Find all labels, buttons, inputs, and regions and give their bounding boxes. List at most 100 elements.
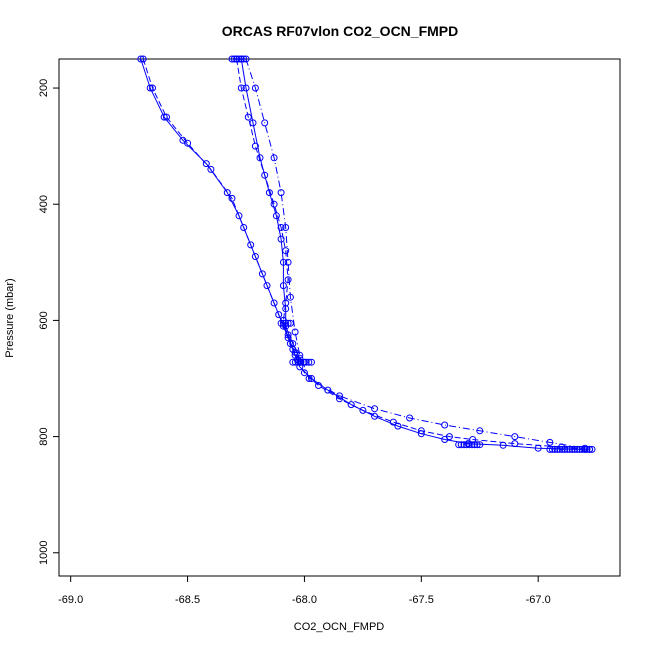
series-2-point-3 [163,113,170,121]
series-2-point-20 [445,433,453,441]
x-axis-label: CO2_OCN_FMPD [294,621,385,633]
series-2-point-22 [511,440,519,448]
series-2-point-19 [417,427,425,435]
series-2-point-5 [207,165,215,173]
series-3-point-5 [265,189,273,197]
series-4-point-7 [277,224,285,231]
cluster-2-point-1 [289,358,297,366]
series-1-line [140,58,585,450]
series-5-point-8 [286,293,294,301]
series-5-point-1 [242,55,250,63]
series-3-line [240,58,305,363]
series-2-point-14 [300,369,308,377]
series-4-point-8 [282,247,290,255]
cluster-1-point-4 [235,55,243,63]
series-5-point-4 [270,154,278,162]
series-5-point-9 [291,328,299,336]
cluster-5-point-8 [563,445,571,453]
cluster-2-point-6 [302,358,310,366]
y-tick-label-2: 400 [38,195,50,213]
series-4-point-3 [244,113,252,121]
cluster-2-point-2 [291,358,299,366]
series-1-point-9 [258,270,266,278]
x-tick-label-3: -68.0 [292,594,317,606]
cluster-4-point-5 [465,441,473,449]
y-tick-label-4: 800 [38,427,50,445]
series-3-point-12 [289,340,297,348]
cluster-3-point-4 [284,319,292,327]
cluster-4-point-4 [463,441,471,449]
axes: -69.0 -68.5 -68.0 -67.5 -67.0 200 400 600 800 100… [38,79,551,606]
series-2-point-18 [389,418,397,426]
cluster-4-point-1 [455,441,463,449]
series-4-point-4 [251,142,259,150]
chart-title: ORCAS RF07vlon CO2_OCN_FMPD [222,23,458,39]
cluster-5-point-4 [553,445,561,453]
cluster-5-point-10 [568,445,576,453]
series-5-point-18 [546,438,554,446]
series-3-point-2 [242,84,250,92]
series-5-point-10 [296,351,304,359]
x-tick-label-4: -67.5 [409,594,434,606]
cluster-2-point-7 [305,358,313,366]
series-5-point-11 [305,375,313,382]
cluster-1-point-6 [240,55,248,63]
cluster-1-point-1 [228,55,236,63]
cluster-5-point-6 [558,445,566,453]
series-1-point-6 [223,189,231,197]
series-5-point-3 [261,119,269,127]
x-tick-label-2: -68.5 [175,594,200,606]
cluster-5-point-18 [588,445,596,453]
cluster-5-point-17 [586,445,593,453]
y-axis-label: Pressure (mbar) [4,278,16,357]
cluster-5-point-14 [578,445,586,453]
series-5-point-16 [476,427,484,435]
y-tick-label-1: 200 [38,79,50,97]
series-2-line [142,58,590,450]
series-2-point-10 [275,311,283,319]
cluster-5-point-2 [548,445,556,453]
series-1-point-10 [270,299,278,307]
series-4-line [236,58,301,363]
series-5-point-14 [406,414,414,422]
cluster-2-point-3 [294,358,302,366]
series-2-point-4 [184,139,192,147]
cluster-5-point-1 [546,445,554,453]
x-tick-label-1: -69.0 [58,594,83,606]
cluster-4-point-7 [471,441,478,449]
series-2-point-6 [228,194,236,202]
series-1-point-22 [464,440,472,448]
series-4-point-5 [261,171,269,179]
series-2-point-2 [149,84,156,92]
cluster-1-point-3 [233,55,241,63]
series-2-point-16 [336,395,343,403]
series-1-point-1 [137,55,145,63]
cluster-2-point-8 [308,358,315,366]
series-1-point-7 [235,212,243,220]
cluster-2-point-4 [297,358,305,366]
series-5-line [245,58,585,449]
series-2-point-8 [251,253,259,260]
cluster-4-point-3 [460,441,468,449]
plot-frame [58,58,621,577]
series-4-point-9 [284,276,292,284]
cluster-4-point-8 [473,441,481,449]
series-5-point-13 [371,405,379,413]
series-2-point-17 [359,406,367,414]
y-tick-label-3: 600 [38,311,50,329]
series-4-point-10 [282,299,290,307]
x-tick-label-5: -67.0 [526,594,551,606]
cluster-4-point-6 [468,441,476,449]
series-5-point-17 [511,433,519,441]
series-2-point-1 [139,55,147,63]
series-1-point-8 [247,241,255,249]
cluster-5-point-11 [571,445,579,453]
series-1-point-2 [146,84,154,92]
cluster-3-point-1 [277,319,285,327]
series-1-point-5 [202,160,210,168]
series-4-point-6 [270,200,278,208]
cluster-3-point-3 [282,319,290,327]
series-1-point-3 [160,113,168,121]
cluster-5-point-15 [581,445,588,453]
